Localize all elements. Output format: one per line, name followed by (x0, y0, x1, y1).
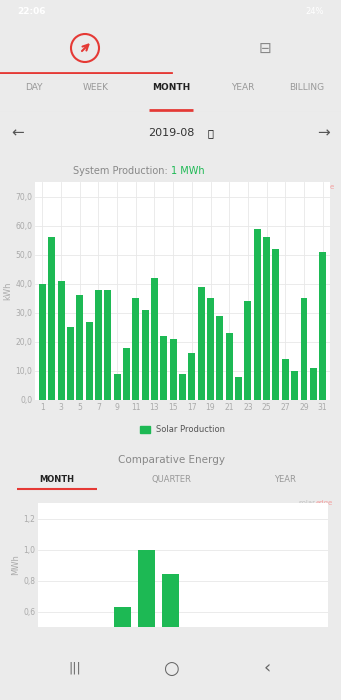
Text: QUARTER: QUARTER (151, 475, 191, 484)
Bar (207, 298, 214, 400)
Bar (138, 550, 155, 700)
Text: solar: solar (299, 500, 316, 506)
Text: Comparative Energy: Comparative Energy (118, 455, 224, 465)
Bar (319, 252, 326, 400)
Text: DAY: DAY (25, 83, 43, 92)
Bar (300, 298, 307, 400)
Bar (151, 278, 158, 400)
Text: 2019-08: 2019-08 (148, 128, 194, 138)
Bar (58, 281, 64, 400)
Bar (179, 374, 186, 400)
Bar (244, 301, 251, 400)
Bar (67, 328, 74, 400)
Bar (161, 336, 167, 400)
Legend: Solar Production: Solar Production (136, 421, 229, 438)
Text: YEAR: YEAR (274, 475, 296, 484)
Bar (162, 574, 179, 700)
Y-axis label: kWh: kWh (3, 281, 12, 300)
Text: |||: ||| (69, 662, 81, 675)
Bar (291, 371, 298, 400)
Bar (217, 316, 223, 400)
Bar (282, 359, 288, 400)
Bar (86, 321, 92, 400)
Text: 1 MWh: 1 MWh (171, 166, 205, 176)
Bar (254, 228, 261, 400)
Text: BILLING: BILLING (290, 83, 325, 92)
Bar (123, 348, 130, 400)
Bar (189, 354, 195, 400)
Bar (76, 295, 83, 400)
Bar (310, 368, 316, 400)
Text: 📅: 📅 (207, 128, 213, 138)
Text: 22:06: 22:06 (17, 6, 46, 15)
Text: edge: edge (316, 500, 333, 506)
Bar (39, 284, 46, 400)
Text: ←: ← (12, 125, 24, 141)
Text: 24%: 24% (306, 6, 324, 15)
Bar (272, 249, 279, 400)
Text: WEEK: WEEK (83, 83, 109, 92)
Bar (198, 286, 205, 400)
Bar (235, 377, 242, 400)
Text: ⊟: ⊟ (258, 41, 271, 55)
Bar (48, 237, 55, 400)
Text: solar: solar (301, 184, 318, 190)
Bar (226, 333, 233, 400)
Text: ○: ○ (163, 659, 179, 678)
Bar (95, 290, 102, 400)
Text: →: → (317, 125, 329, 141)
Bar (142, 310, 149, 400)
Text: YEAR: YEAR (231, 83, 255, 92)
Text: ‹: ‹ (263, 659, 271, 678)
Bar (132, 298, 139, 400)
Bar (170, 339, 177, 400)
Y-axis label: MWh: MWh (11, 554, 20, 575)
Bar (104, 290, 111, 400)
Bar (263, 237, 270, 400)
Text: MONTH: MONTH (152, 83, 190, 92)
Bar (114, 374, 120, 400)
Text: MONTH: MONTH (40, 475, 74, 484)
Text: edge: edge (318, 184, 335, 190)
Bar (114, 607, 131, 700)
Text: System Production:: System Production: (73, 166, 171, 176)
